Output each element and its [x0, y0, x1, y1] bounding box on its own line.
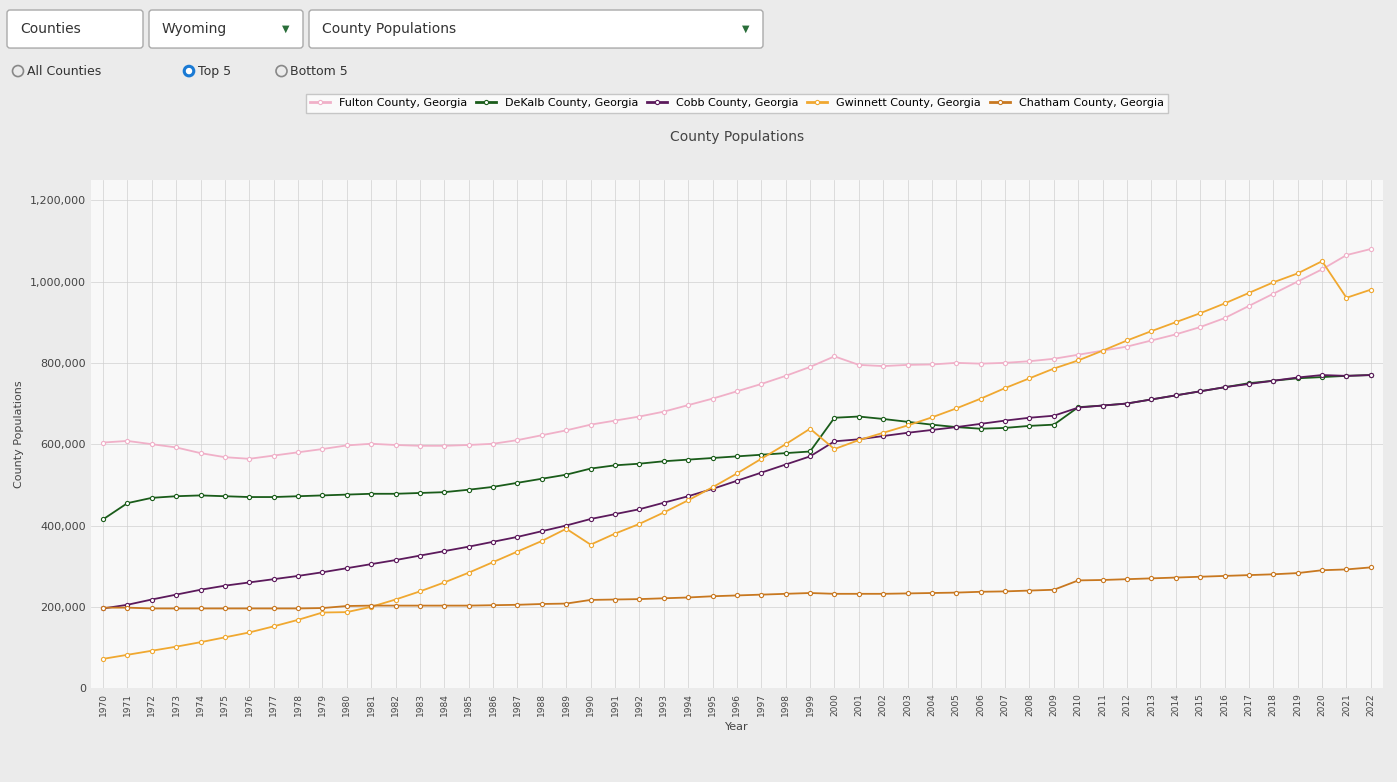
Text: Counties: Counties — [20, 22, 81, 36]
DeKalb County, Georgia — [1362, 371, 1379, 380]
Chatham County, Georgia — [144, 604, 161, 613]
X-axis label: Year: Year — [725, 722, 749, 732]
Line: DeKalb County, Georgia: DeKalb County, Georgia — [101, 373, 1373, 522]
Cobb County, Georgia — [95, 604, 112, 613]
Chatham County, Georgia — [1362, 563, 1379, 572]
Gwinnett County, Georgia — [826, 444, 842, 454]
Line: Chatham County, Georgia: Chatham County, Georgia — [101, 565, 1373, 611]
Gwinnett County, Georgia — [95, 655, 112, 664]
Chatham County, Georgia — [1241, 570, 1257, 579]
FancyBboxPatch shape — [7, 10, 142, 48]
DeKalb County, Georgia — [900, 417, 916, 426]
Gwinnett County, Georgia — [1313, 256, 1330, 266]
DeKalb County, Georgia — [436, 487, 453, 497]
Y-axis label: County Populations: County Populations — [14, 380, 24, 488]
Fulton County, Georgia — [1094, 346, 1111, 355]
Text: All Counties: All Counties — [27, 65, 101, 77]
Fulton County, Georgia — [461, 440, 478, 450]
Cobb County, Georgia — [851, 435, 868, 444]
Text: Wyoming: Wyoming — [162, 22, 228, 36]
FancyBboxPatch shape — [149, 10, 303, 48]
Title: County Populations: County Populations — [669, 130, 805, 144]
Text: ▼: ▼ — [282, 24, 289, 34]
DeKalb County, Georgia — [1217, 382, 1234, 392]
Line: Gwinnett County, Georgia: Gwinnett County, Georgia — [101, 259, 1373, 661]
Cobb County, Georgia — [436, 547, 453, 556]
DeKalb County, Georgia — [826, 413, 842, 422]
Gwinnett County, Georgia — [1217, 299, 1234, 308]
Legend: Fulton County, Georgia, DeKalb County, Georgia, Cobb County, Georgia, Gwinnett C: Fulton County, Georgia, DeKalb County, G… — [306, 94, 1168, 113]
Chatham County, Georgia — [923, 588, 940, 597]
FancyBboxPatch shape — [309, 10, 763, 48]
Cobb County, Georgia — [1217, 382, 1234, 392]
DeKalb County, Georgia — [1070, 403, 1087, 412]
Chatham County, Georgia — [461, 601, 478, 610]
Chatham County, Georgia — [875, 589, 891, 598]
Fulton County, Georgia — [923, 360, 940, 369]
Fulton County, Georgia — [95, 438, 112, 447]
Text: Bottom 5: Bottom 5 — [291, 65, 348, 77]
Chatham County, Georgia — [851, 589, 868, 598]
Line: Cobb County, Georgia: Cobb County, Georgia — [101, 373, 1373, 611]
Fulton County, Georgia — [1362, 244, 1379, 253]
Circle shape — [183, 66, 194, 77]
Gwinnett County, Georgia — [900, 421, 916, 430]
Text: ▼: ▼ — [742, 24, 750, 34]
Fulton County, Georgia — [875, 361, 891, 371]
Text: Top 5: Top 5 — [198, 65, 231, 77]
Gwinnett County, Georgia — [1070, 356, 1087, 365]
Fulton County, Georgia — [240, 454, 257, 464]
Gwinnett County, Georgia — [1362, 285, 1379, 294]
Cobb County, Georgia — [1070, 403, 1087, 412]
Fulton County, Georgia — [1241, 301, 1257, 310]
Cobb County, Georgia — [900, 428, 916, 437]
DeKalb County, Georgia — [851, 412, 868, 421]
Line: Fulton County, Georgia: Fulton County, Georgia — [101, 247, 1373, 461]
DeKalb County, Georgia — [95, 515, 112, 524]
Text: County Populations: County Populations — [321, 22, 457, 36]
Chatham County, Georgia — [1094, 576, 1111, 585]
Cobb County, Georgia — [826, 436, 842, 446]
Circle shape — [187, 69, 191, 74]
Cobb County, Georgia — [1362, 371, 1379, 380]
Cobb County, Georgia — [1313, 371, 1330, 380]
Gwinnett County, Georgia — [436, 578, 453, 587]
Chatham County, Georgia — [95, 603, 112, 612]
Gwinnett County, Georgia — [851, 436, 868, 445]
Fulton County, Georgia — [851, 361, 868, 370]
